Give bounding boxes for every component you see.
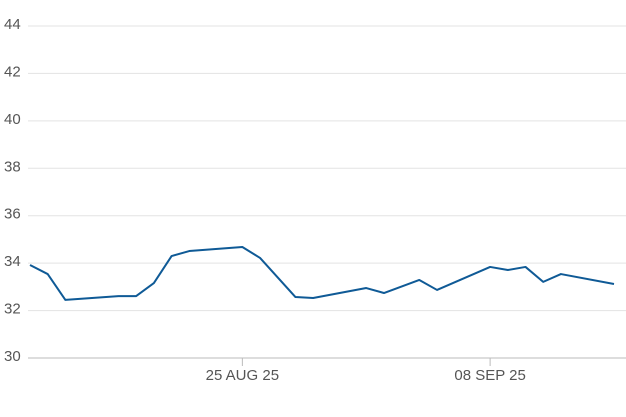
y-tick-label: 32 [4,301,21,318]
y-tick-label: 36 [4,206,21,223]
y-tick-label: 38 [4,158,21,175]
y-tick-label: 42 [4,63,21,80]
y-tick-label: 40 [4,111,21,128]
line-series [29,246,615,301]
x-tick-label: 08 SEP 25 [454,367,525,384]
y-tick-label: 34 [4,253,21,270]
x-tick-label: 25 AUG 25 [206,367,279,384]
y-tick-label: 30 [4,348,21,365]
y-tick-label: 44 [4,16,21,33]
